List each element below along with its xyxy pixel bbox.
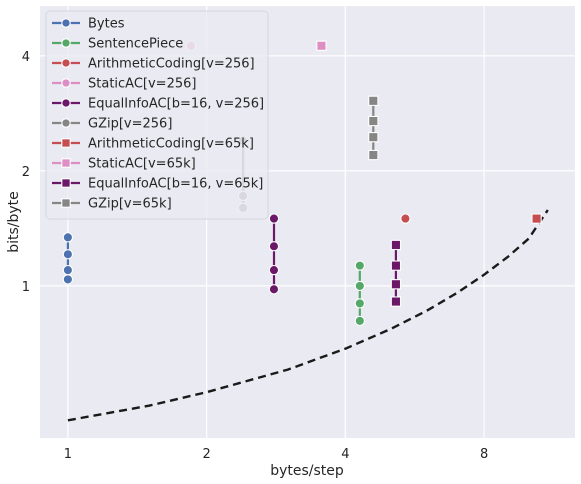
data-point [62, 249, 74, 260]
legend-entry: EqualInfoAC[b=16, v=65k] [52, 177, 263, 192]
data-point [268, 264, 280, 276]
data-point [354, 260, 365, 271]
data-point [354, 280, 365, 292]
y-tick-label: 1 [22, 280, 30, 295]
legend-entry: StaticAC[v=65k] [52, 157, 196, 172]
x-tick-label: 8 [480, 447, 488, 462]
x-tick-labels: 1 2 4 8 [64, 447, 488, 462]
legend-entry: GZip[v=256] [52, 117, 172, 132]
x-axis-label: bytes/step [270, 463, 344, 479]
legend-entry: GZip[v=65k] [52, 197, 172, 212]
legend-entry: SentencePiece [52, 37, 183, 52]
series-group [268, 213, 280, 295]
series-group [400, 213, 411, 224]
data-point [61, 18, 71, 28]
data-point [61, 198, 71, 208]
data-point [368, 95, 379, 106]
series-group [316, 40, 327, 51]
data-point [368, 132, 379, 143]
data-point [354, 298, 365, 309]
data-point [61, 98, 71, 108]
legend-label: GZip[v=65k] [88, 197, 172, 212]
data-point [390, 260, 402, 271]
series-group [368, 95, 379, 161]
data-point [268, 213, 280, 224]
data-point [368, 115, 379, 127]
trend-line [67, 209, 549, 422]
data-point [390, 296, 402, 307]
data-point [61, 178, 71, 188]
data-point [268, 284, 280, 295]
data-point [61, 118, 71, 128]
legend-entry: ArithmeticCoding[v=256] [52, 57, 255, 72]
legend-entry: Bytes [52, 17, 125, 32]
y-tick-label: 4 [22, 50, 30, 65]
legend-entry: EqualInfoAC[b=16, v=256] [52, 97, 264, 112]
trend-line-path [67, 209, 549, 422]
data-point [61, 58, 71, 68]
data-point [268, 241, 280, 252]
legend-entry: StaticAC[v=256] [52, 77, 196, 92]
legend-box [45, 10, 269, 220]
legend-label: StaticAC[v=65k] [88, 157, 196, 172]
legend-label: StaticAC[v=256] [88, 77, 196, 92]
legend-label: SentencePiece [88, 37, 183, 52]
data-point [368, 149, 379, 161]
data-point [390, 239, 402, 251]
legend-label: EqualInfoAC[b=16, v=256] [88, 97, 264, 112]
legend-label: Bytes [88, 17, 125, 32]
legend: Bytes SentencePiece ArithmeticCoding[v=256… [45, 10, 269, 220]
series-group [62, 232, 74, 285]
x-tick-label: 1 [64, 447, 72, 462]
data-point [62, 274, 74, 285]
data-point [531, 213, 542, 224]
data-point [316, 40, 327, 51]
data-point [62, 232, 74, 243]
series-group [531, 213, 542, 224]
data-point [400, 213, 411, 224]
data-point [61, 78, 71, 88]
data-point [61, 138, 71, 148]
x-tick-label: 4 [341, 447, 349, 462]
legend-label: ArithmeticCoding[v=65k] [88, 137, 254, 152]
series-group [390, 239, 402, 307]
data-point [61, 38, 71, 48]
data-point [62, 264, 74, 276]
legend-label: EqualInfoAC[b=16, v=65k] [88, 177, 263, 192]
data-point [61, 158, 71, 168]
legend-label: ArithmeticCoding[v=256] [88, 57, 255, 72]
data-point [390, 279, 402, 290]
y-tick-label: 2 [22, 165, 30, 180]
y-axis-label: bits/byte [6, 191, 22, 253]
legend-entry: ArithmeticCoding[v=65k] [52, 137, 254, 152]
x-tick-label: 2 [202, 447, 210, 462]
series-group [354, 260, 365, 327]
y-tick-labels: 1 2 4 [22, 50, 30, 295]
legend-label: GZip[v=256] [88, 117, 172, 132]
data-point [354, 315, 365, 327]
